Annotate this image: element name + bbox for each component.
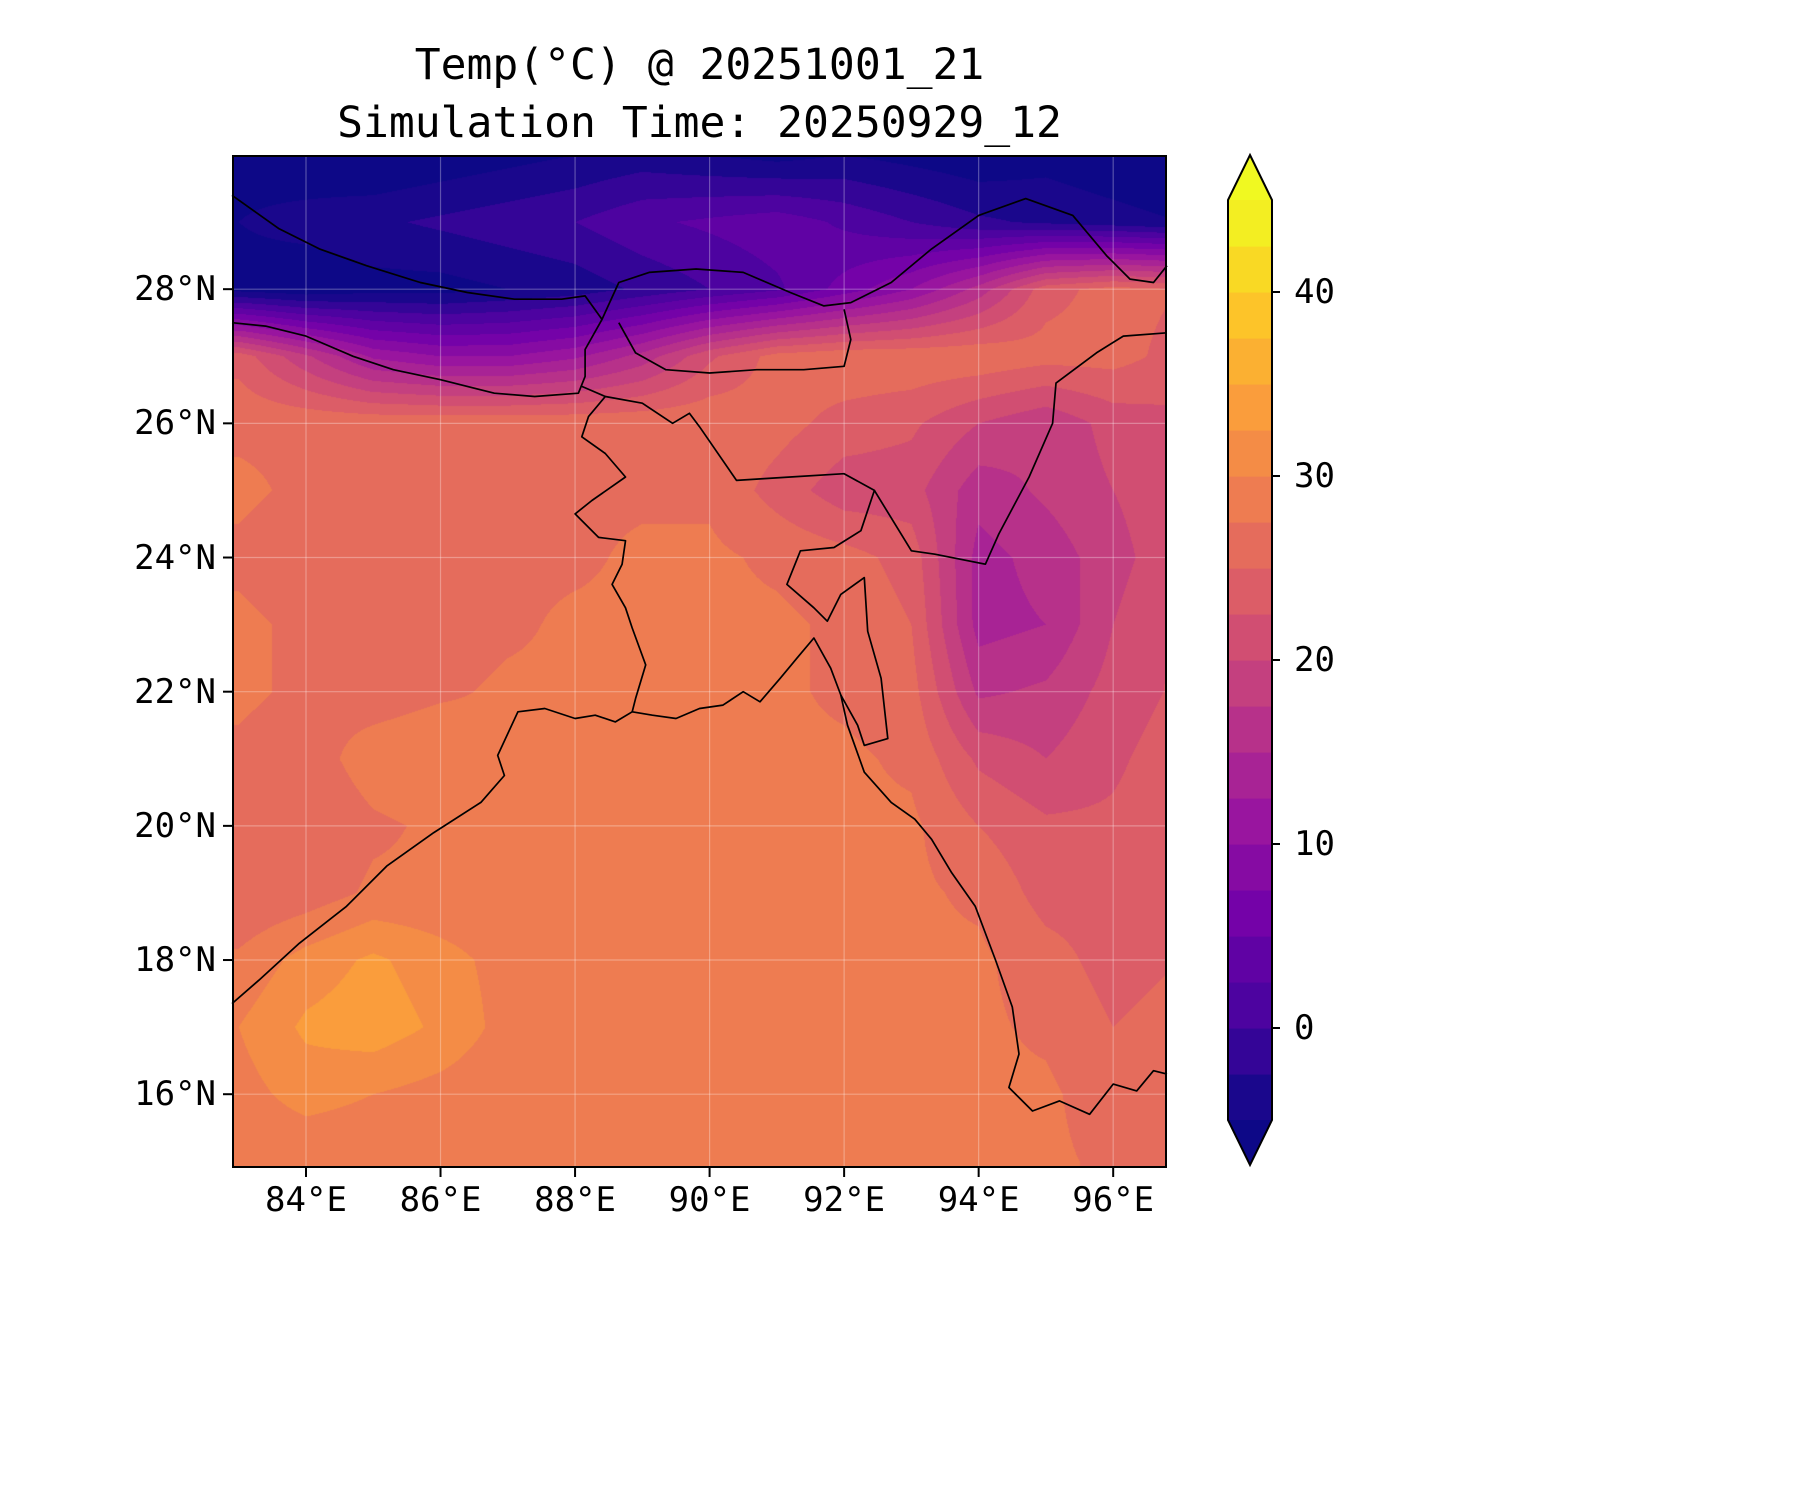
x-tick-label: 86°E — [399, 1180, 482, 1220]
y-tick-label: 16°N — [134, 1074, 216, 1115]
y-tick-label: 22°N — [134, 671, 216, 712]
chart-title: Temp(°C) @ 20251001_21 Simulation Time: … — [232, 36, 1167, 152]
colorbar-band — [1228, 890, 1272, 937]
chart-title-line2: Simulation Time: 20250929_12 — [337, 98, 1062, 148]
colorbar-band — [1228, 936, 1272, 983]
colorbar-band — [1228, 660, 1272, 707]
colorbar-band — [1228, 752, 1272, 799]
colorbar-band — [1228, 1074, 1272, 1121]
temperature-field-canvas — [232, 155, 1167, 1168]
x-tick-label: 88°E — [534, 1180, 616, 1220]
border-path — [231, 318, 603, 398]
x-tick-label: 92°E — [803, 1180, 886, 1220]
colorbar-band — [1228, 844, 1272, 891]
colorbar-tick-label: 30 — [1294, 456, 1335, 496]
colorbar — [1227, 152, 1280, 1168]
map-overlay-svg — [223, 155, 1168, 1177]
colorbar-tick-label: 0 — [1294, 1008, 1315, 1048]
colorbar-tick-label: 20 — [1294, 640, 1335, 680]
colorbar-outline — [1227, 152, 1273, 1168]
x-tick-label: 84°E — [265, 1180, 347, 1220]
colorbar-band — [1228, 476, 1272, 523]
colorbar-under-arrow — [1228, 1120, 1272, 1165]
y-tick-label: 20°N — [134, 805, 216, 846]
border-path — [873, 331, 1168, 566]
border-path — [618, 309, 852, 374]
colorbar-band — [1228, 522, 1272, 569]
colorbar-band — [1228, 384, 1272, 431]
y-tick-label: 28°N — [134, 269, 216, 310]
y-tick-label: 26°N — [134, 403, 216, 444]
colorbar-band — [1228, 1028, 1272, 1075]
colorbar-band — [1228, 568, 1272, 615]
x-tick-label: 96°E — [1072, 1180, 1155, 1220]
colorbar-band — [1228, 706, 1272, 753]
y-tick-label: 24°N — [134, 537, 216, 578]
x-tick-label: 90°E — [668, 1180, 751, 1220]
colorbar-tick-label: 40 — [1294, 272, 1335, 312]
x-tick-label: 94°E — [937, 1180, 1020, 1220]
colorbar-band — [1228, 430, 1272, 477]
colorbar-band — [1228, 246, 1272, 293]
colorbar-band — [1228, 982, 1272, 1029]
colorbar-band — [1228, 292, 1272, 339]
colorbar-band — [1228, 338, 1272, 385]
chart-title-line1: Temp(°C) @ 20251001_21 — [414, 40, 985, 90]
y-tick-label: 18°N — [134, 940, 216, 981]
colorbar-over-arrow — [1228, 155, 1272, 200]
colorbar-band — [1228, 798, 1272, 845]
border-path — [574, 385, 647, 713]
colorbar-band — [1228, 614, 1272, 661]
map-area — [223, 155, 1168, 1177]
coastline-path — [231, 637, 1168, 1116]
border-path — [231, 194, 1168, 321]
colorbar-band — [1228, 200, 1272, 247]
border-path — [605, 395, 889, 747]
plot-frame — [232, 155, 1167, 1168]
colorbar-tick-label: 10 — [1294, 824, 1335, 864]
